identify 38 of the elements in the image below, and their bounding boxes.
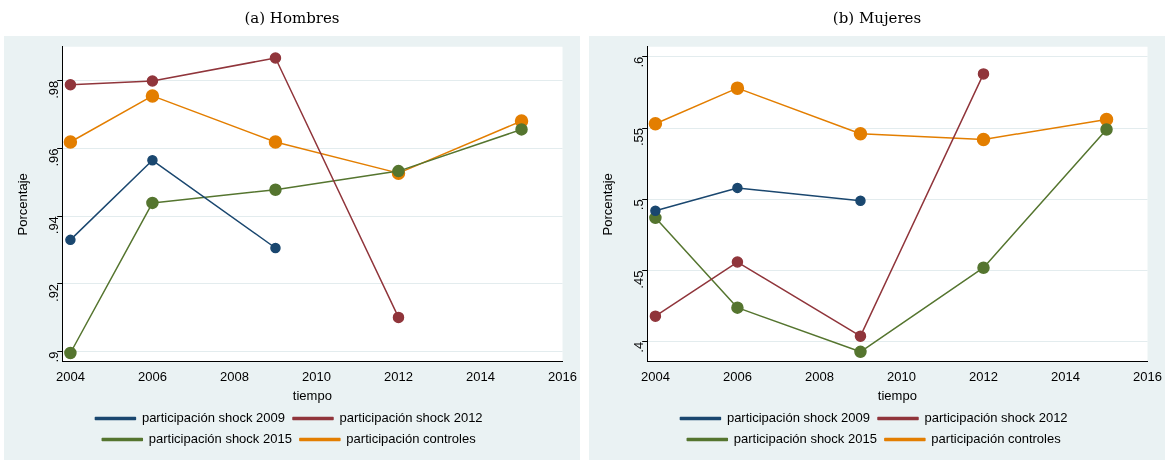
y-tick-label: .92 <box>45 283 61 302</box>
x-tick-label: 2006 <box>722 369 752 385</box>
x-axis-title: tiempo <box>877 387 917 403</box>
legend-label: participación controles <box>931 431 1062 447</box>
y-axis-title: Porcentaje <box>600 173 616 236</box>
x-tick-label: 2016 <box>548 369 577 385</box>
y-tick-label: .6 <box>630 56 646 68</box>
y-tick-label: .94 <box>45 216 61 235</box>
x-tick-label: 2010 <box>887 369 916 385</box>
y-tick-label: .45 <box>630 270 646 289</box>
y-tick-label: .96 <box>45 148 61 167</box>
legend-label: participación shock 2015 <box>148 431 292 447</box>
x-axis-title: tiempo <box>292 387 332 403</box>
legend-label: participación shock 2015 <box>733 431 877 447</box>
y-tick-label: .9 <box>45 351 61 363</box>
x-tick-label: 2014 <box>466 369 495 385</box>
x-tick-label: 2004 <box>55 369 85 385</box>
x-tick-label: 2008 <box>219 369 249 385</box>
legend-label: participación shock 2012 <box>339 410 483 426</box>
legend-label: participación shock 2012 <box>924 410 1068 426</box>
x-tick-label: 2010 <box>302 369 331 385</box>
y-tick-label: .55 <box>630 128 646 147</box>
legend-label: participación shock 2009 <box>141 410 285 426</box>
x-tick-label: 2012 <box>384 369 413 385</box>
x-tick-label: 2004 <box>640 369 670 385</box>
x-tick-label: 2016 <box>1133 369 1162 385</box>
x-tick-label: 2012 <box>969 369 998 385</box>
x-tick-label: 2008 <box>804 369 834 385</box>
legend-label: participación shock 2009 <box>726 410 870 426</box>
x-tick-label: 2006 <box>137 369 167 385</box>
y-tick-label: .4 <box>630 341 646 353</box>
chart-title: (b) Mujeres <box>831 8 923 29</box>
y-axis-title: Porcentaje <box>15 173 31 236</box>
legend-label: participación controles <box>346 431 477 447</box>
y-tick-label: .5 <box>630 199 646 211</box>
y-tick-label: .98 <box>45 80 61 99</box>
x-tick-label: 2014 <box>1051 369 1080 385</box>
chart-title: (a) Hombres <box>243 8 341 29</box>
